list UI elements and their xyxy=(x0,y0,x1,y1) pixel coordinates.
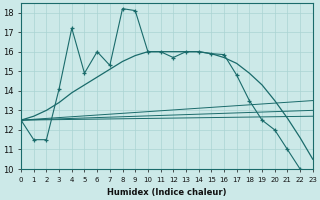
X-axis label: Humidex (Indice chaleur): Humidex (Indice chaleur) xyxy=(107,188,227,197)
